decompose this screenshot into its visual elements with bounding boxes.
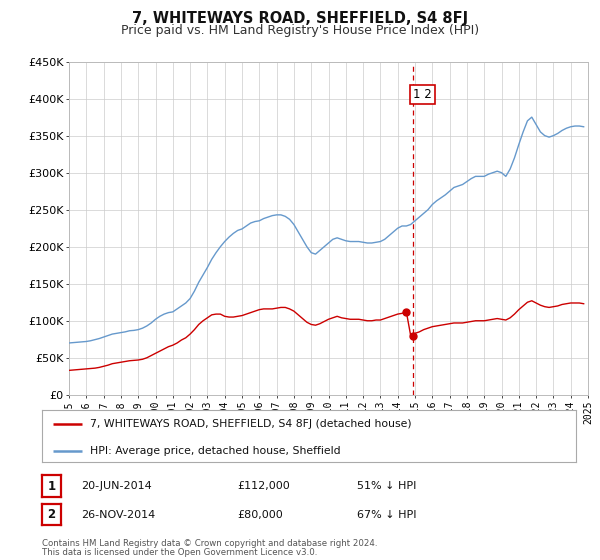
Text: 67% ↓ HPI: 67% ↓ HPI <box>357 510 416 520</box>
Text: Contains HM Land Registry data © Crown copyright and database right 2024.: Contains HM Land Registry data © Crown c… <box>42 539 377 548</box>
Text: HPI: Average price, detached house, Sheffield: HPI: Average price, detached house, Shef… <box>90 446 341 455</box>
Text: 26-NOV-2014: 26-NOV-2014 <box>81 510 155 520</box>
Text: 7, WHITEWAYS ROAD, SHEFFIELD, S4 8FJ: 7, WHITEWAYS ROAD, SHEFFIELD, S4 8FJ <box>132 11 468 26</box>
Text: 2: 2 <box>47 508 56 521</box>
Text: This data is licensed under the Open Government Licence v3.0.: This data is licensed under the Open Gov… <box>42 548 317 557</box>
Text: 7, WHITEWAYS ROAD, SHEFFIELD, S4 8FJ (detached house): 7, WHITEWAYS ROAD, SHEFFIELD, S4 8FJ (de… <box>90 419 412 429</box>
Text: 51% ↓ HPI: 51% ↓ HPI <box>357 481 416 491</box>
Text: 1: 1 <box>47 479 56 493</box>
Text: £112,000: £112,000 <box>237 481 290 491</box>
Text: 20-JUN-2014: 20-JUN-2014 <box>81 481 152 491</box>
Text: Price paid vs. HM Land Registry's House Price Index (HPI): Price paid vs. HM Land Registry's House … <box>121 24 479 36</box>
Text: 1 2: 1 2 <box>413 88 432 101</box>
Text: £80,000: £80,000 <box>237 510 283 520</box>
